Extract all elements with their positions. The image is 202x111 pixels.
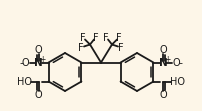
Text: -: - — [178, 58, 182, 68]
Text: O: O — [22, 57, 29, 67]
Text: O: O — [160, 45, 167, 55]
Text: HO: HO — [170, 76, 185, 86]
Text: -: - — [20, 58, 24, 68]
Text: O: O — [35, 45, 42, 55]
Text: HO: HO — [17, 76, 32, 86]
Text: N: N — [34, 57, 43, 67]
Text: O: O — [173, 57, 180, 67]
Text: +: + — [39, 55, 45, 64]
Text: F: F — [116, 33, 122, 43]
Text: F: F — [93, 33, 99, 43]
Text: O: O — [35, 89, 42, 99]
Text: F: F — [80, 33, 86, 43]
Text: N: N — [159, 57, 168, 67]
Text: +: + — [164, 55, 170, 64]
Text: F: F — [78, 43, 84, 53]
Text: F: F — [103, 33, 109, 43]
Text: O: O — [160, 89, 167, 99]
Text: F: F — [118, 43, 124, 53]
